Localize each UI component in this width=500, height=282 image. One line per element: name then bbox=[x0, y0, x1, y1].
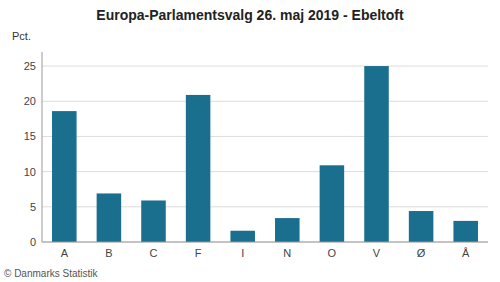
x-tick-label: B bbox=[105, 247, 112, 259]
bar bbox=[320, 165, 345, 242]
y-tick-label: 20 bbox=[24, 95, 36, 107]
chart: Europa-Parlamentsvalg 26. maj 2019 - Ebe… bbox=[0, 0, 500, 282]
bar bbox=[141, 200, 166, 242]
grid-line bbox=[42, 101, 488, 102]
bar bbox=[52, 111, 77, 242]
x-tick-label: C bbox=[150, 247, 158, 259]
x-axis-line bbox=[42, 242, 488, 243]
y-tick-label: 25 bbox=[24, 60, 36, 72]
x-tick-label: Å bbox=[462, 247, 470, 259]
bar bbox=[97, 193, 122, 242]
bars bbox=[52, 66, 478, 242]
bar bbox=[453, 221, 478, 242]
y-tick-label: 10 bbox=[24, 166, 36, 178]
x-tick-label: O bbox=[328, 247, 337, 259]
grid-line bbox=[42, 66, 488, 67]
bar bbox=[230, 231, 255, 242]
footer: © Danmarks Statistik bbox=[4, 268, 99, 279]
x-tick-label: A bbox=[61, 247, 69, 259]
x-tick-label: F bbox=[195, 247, 202, 259]
y-axis-label: Pct. bbox=[12, 30, 31, 42]
bar bbox=[409, 211, 434, 242]
bar bbox=[275, 218, 300, 242]
grid bbox=[42, 66, 488, 242]
bar bbox=[186, 95, 211, 242]
title: Europa-Parlamentsvalg 26. maj 2019 - Ebe… bbox=[96, 7, 404, 23]
y-tick-label: 15 bbox=[24, 130, 36, 142]
x-tick-label: V bbox=[373, 247, 381, 259]
y-tick-label: 0 bbox=[30, 236, 36, 248]
chart-container: Europa-Parlamentsvalg 26. maj 2019 - Ebe… bbox=[0, 0, 500, 282]
x-tick-label: Ø bbox=[417, 247, 426, 259]
x-tick-label: N bbox=[283, 247, 291, 259]
bar bbox=[364, 66, 389, 242]
x-tick-label: I bbox=[241, 247, 244, 259]
grid-line bbox=[42, 242, 488, 243]
y-tick-label: 5 bbox=[30, 201, 36, 213]
grid-line bbox=[42, 171, 488, 172]
y-axis-line bbox=[42, 52, 43, 242]
grid-line bbox=[42, 136, 488, 137]
